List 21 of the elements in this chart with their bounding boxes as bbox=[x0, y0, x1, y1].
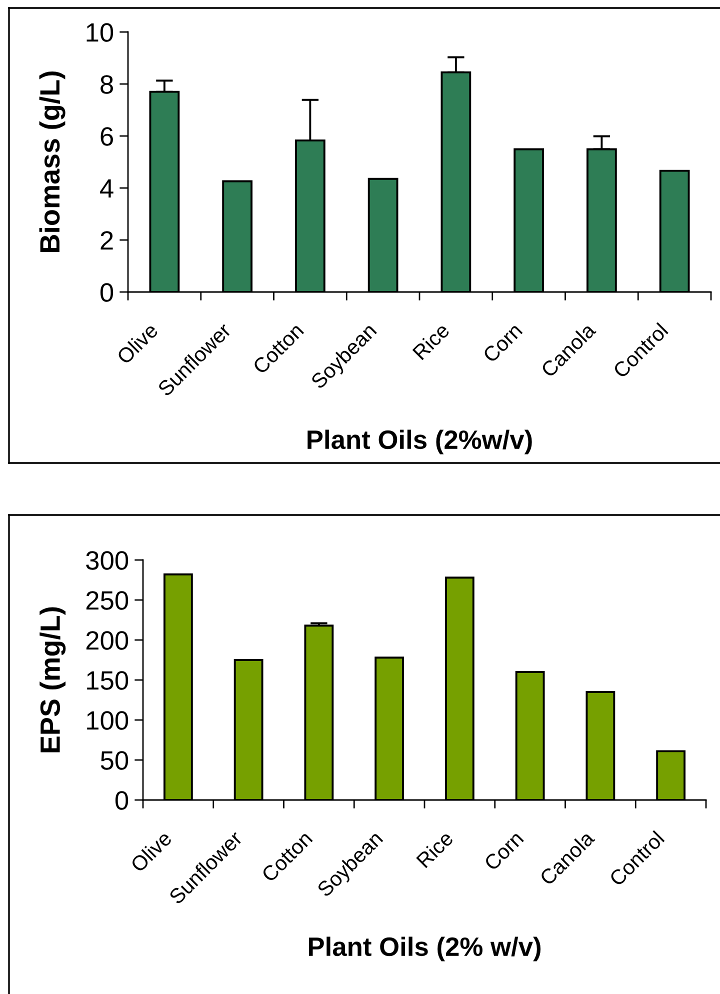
y-tick-label: 6 bbox=[100, 127, 113, 146]
y-tick-label: 0 bbox=[115, 791, 128, 810]
x-tick-label: Rice bbox=[412, 322, 450, 360]
y-tick-label: 4 bbox=[100, 179, 114, 198]
x-tick-label: Corn bbox=[482, 322, 523, 364]
y-tick-label: 0 bbox=[100, 283, 114, 302]
y-tick-label: 50 bbox=[100, 751, 128, 770]
y-tick-label: 10 bbox=[86, 23, 114, 42]
x-axis-title: Plant Oils (2%w/v) bbox=[308, 430, 532, 454]
y-tick-label: 100 bbox=[87, 711, 128, 730]
y-tick-label: 250 bbox=[86, 591, 128, 610]
y-axis-title: EPS (mg/L) bbox=[40, 607, 66, 752]
x-tick-label: Corn bbox=[483, 830, 524, 872]
y-axis-title: Biomass (g/L) bbox=[39, 72, 66, 252]
y-tick-label: 2 bbox=[100, 231, 113, 250]
y-tick-label: 150 bbox=[87, 671, 128, 690]
x-axis-title: Plant Oils (2% w/v) bbox=[308, 936, 541, 962]
x-tick-label: Rice bbox=[416, 830, 454, 868]
y-tick-label: 200 bbox=[86, 631, 128, 650]
y-tick-label: 8 bbox=[100, 75, 113, 94]
y-tick-label: 300 bbox=[86, 551, 128, 570]
